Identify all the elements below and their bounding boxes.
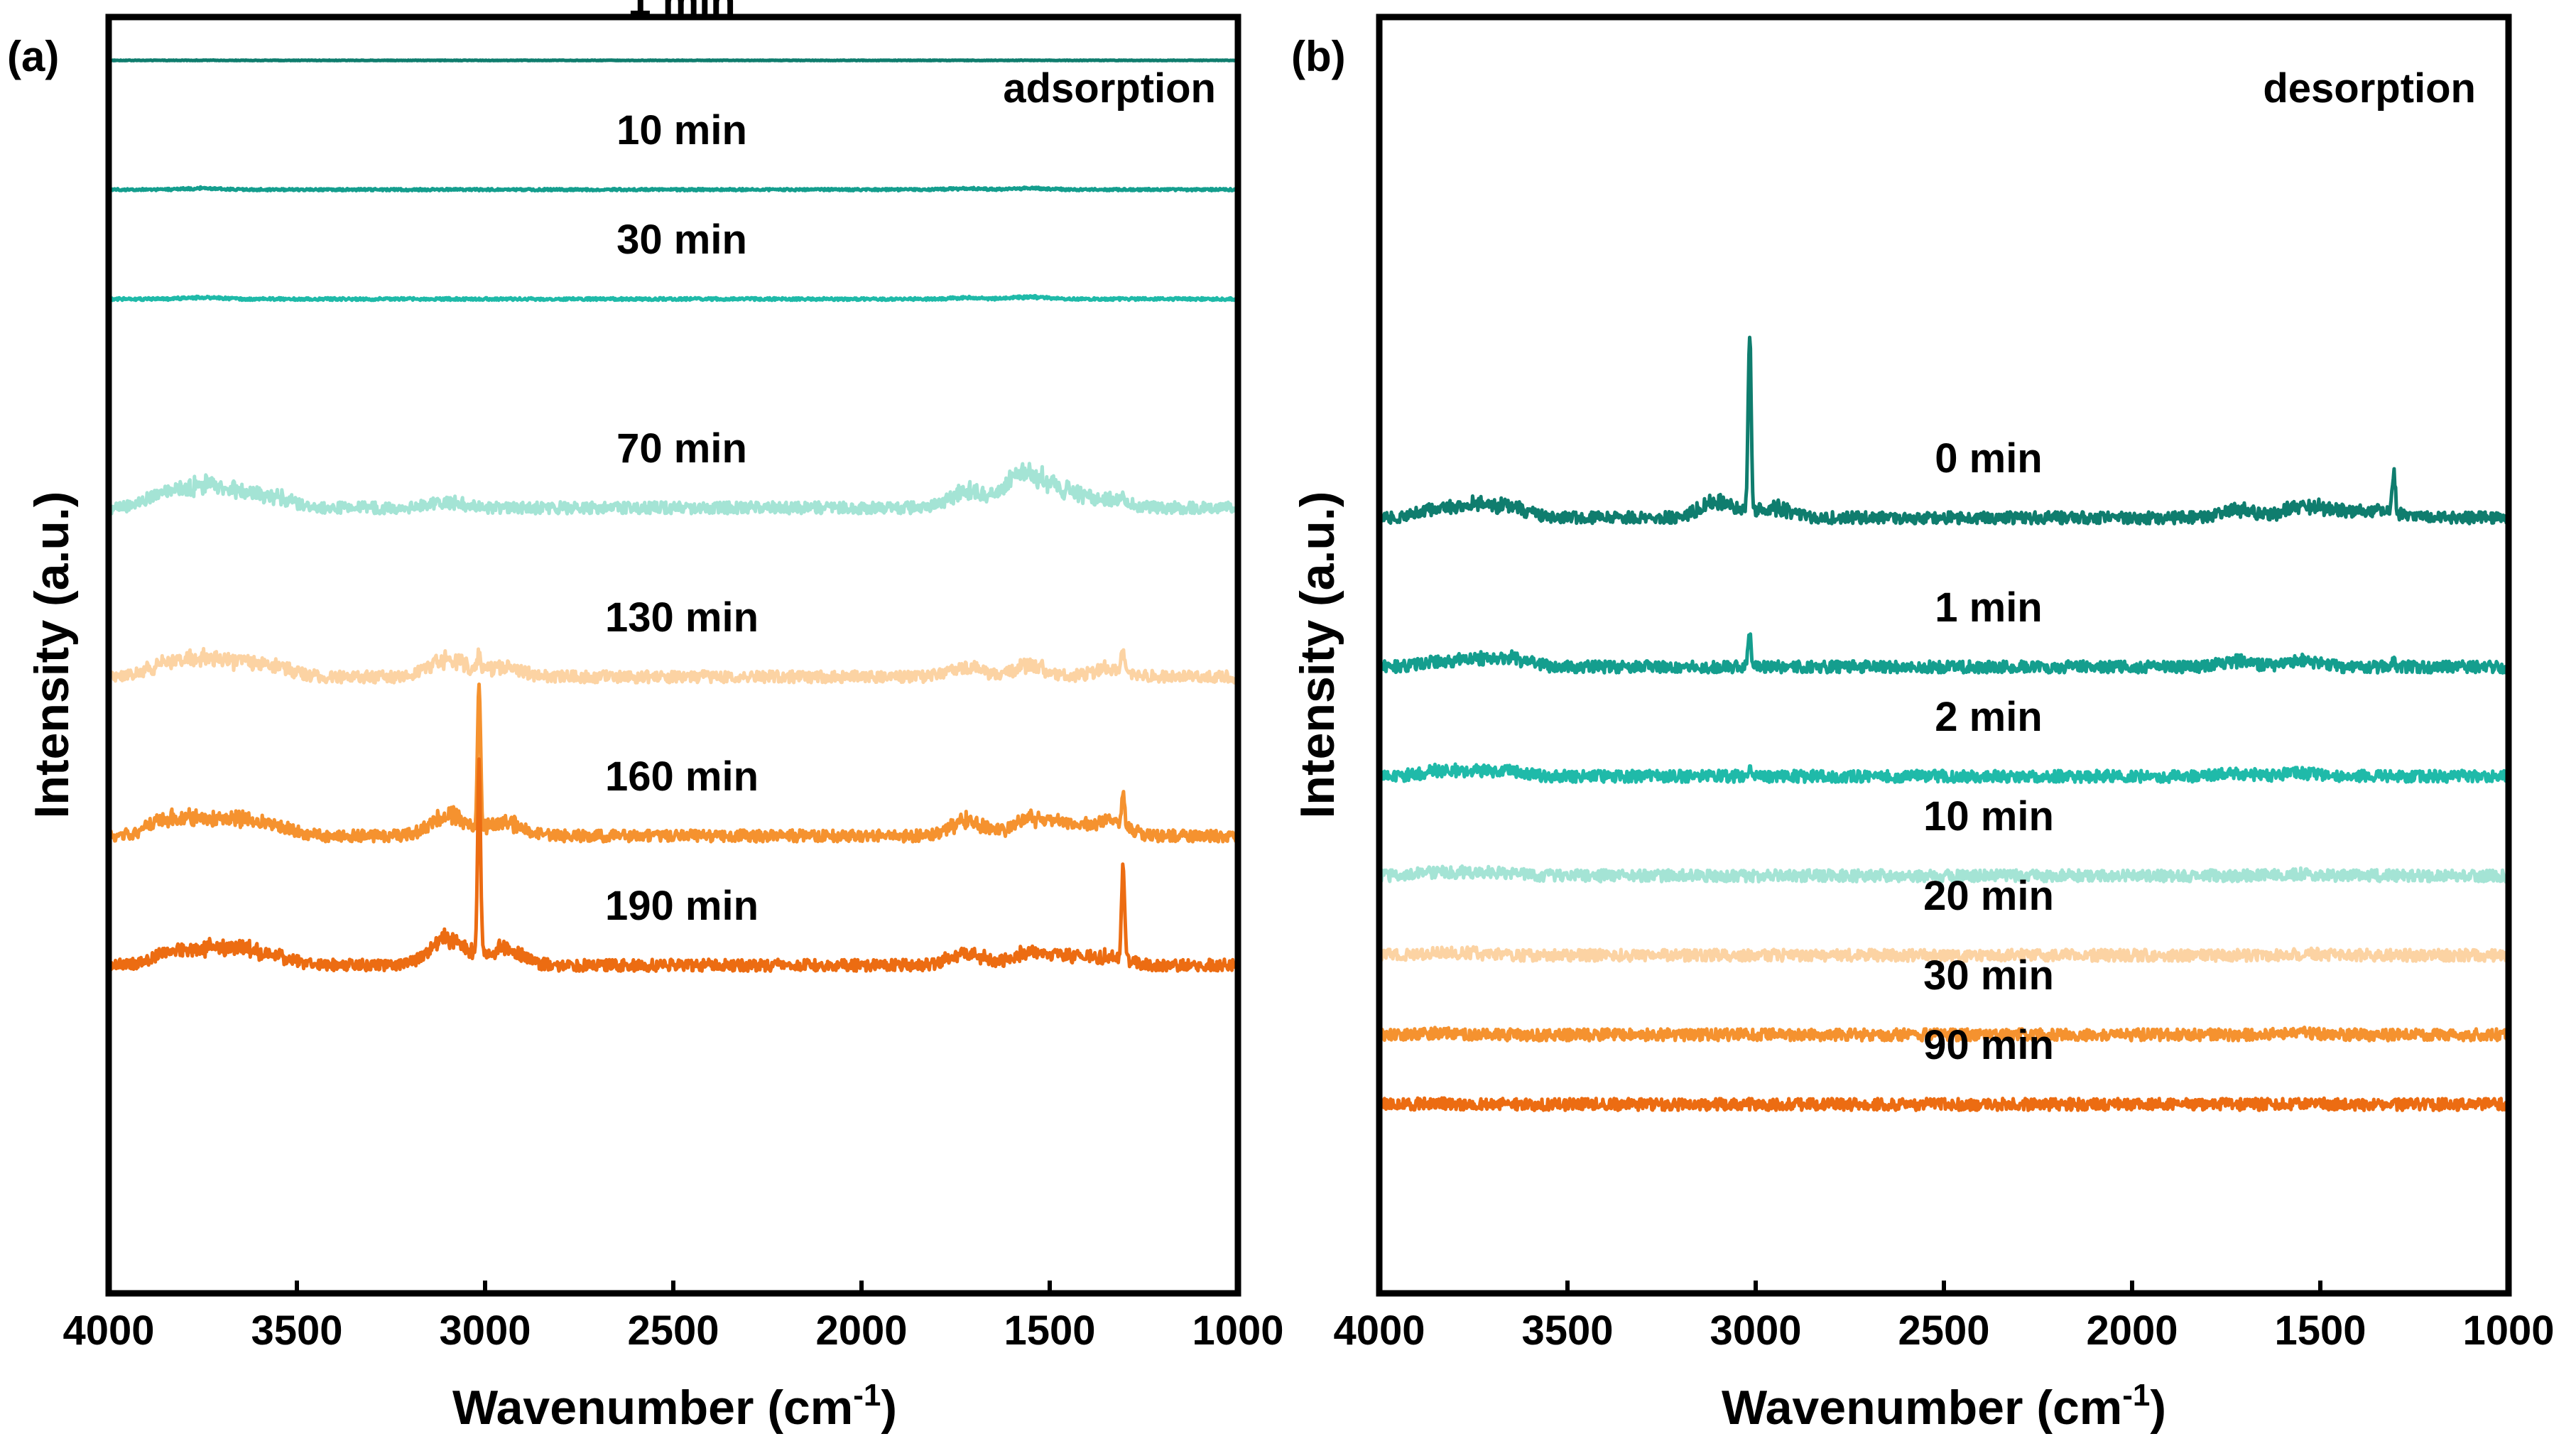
series-label-190-min: 190 min xyxy=(605,883,759,929)
y-axis-title-b: Intensity (a.u.) xyxy=(1290,491,1344,819)
series-label-90-min: 90 min xyxy=(1923,1022,2054,1068)
series-label-30-min: 30 min xyxy=(1923,952,2054,999)
series-line-30-min xyxy=(1377,1026,2511,1043)
x-axis-title-b-sup: -1 xyxy=(2122,1378,2150,1413)
series-label-20-min: 20 min xyxy=(1923,873,2054,919)
series-label-1-min: 1 min xyxy=(628,0,736,24)
adsorption-series xyxy=(107,58,1240,973)
x-tick-label-b-3000: 3000 xyxy=(1710,1308,1801,1354)
series-line-130-min xyxy=(107,646,1239,685)
x-axis-title-a-text: Wavenumber (cm xyxy=(452,1381,853,1435)
series-line-1-min xyxy=(107,58,1239,63)
x-tick-label-b-2000: 2000 xyxy=(2086,1308,2178,1354)
x-tick-label-b-3500: 3500 xyxy=(1521,1308,1613,1354)
y-axis-title-a: Intensity (a.u.) xyxy=(25,491,79,819)
x-axis-title-a-close: ) xyxy=(881,1381,897,1435)
series-line-10-min xyxy=(1378,864,2511,884)
series-line-70-min xyxy=(107,462,1240,516)
series-line-160-min xyxy=(107,683,1240,844)
x-tick-label-a-1500: 1500 xyxy=(1004,1308,1095,1354)
series-line-20-min xyxy=(1377,945,2510,963)
series-label-10-min: 10 min xyxy=(616,107,747,153)
x-tick-label-a-4000: 4000 xyxy=(63,1308,154,1354)
series-label-70-min: 70 min xyxy=(616,425,747,472)
x-tick-label-a-2500: 2500 xyxy=(627,1308,719,1354)
desorption-time-labels: 0 min 1 min 2 min 10 min 20 min 30 min 90 min xyxy=(1923,435,2054,1068)
series-line-10-min xyxy=(107,185,1240,192)
series-line-1-min xyxy=(1377,632,2510,675)
series-label-0-min: 0 min xyxy=(1935,435,2043,482)
x-axis-title-a-sup: -1 xyxy=(853,1378,881,1413)
x-tick-label-a-1000: 1000 xyxy=(1192,1308,1283,1354)
panel-adsorption: 1 min 10 min 30 min 70 min 130 min 160 min 190… xyxy=(7,0,1284,1435)
mode-label-desorption: desorption xyxy=(2263,65,2476,112)
x-axis-title-b: Wavenumber (cm-1) xyxy=(1722,1378,2166,1435)
x-tick-label-b-1000: 1000 xyxy=(2462,1308,2554,1354)
x-tick-label-b-1500: 1500 xyxy=(2274,1308,2366,1354)
series-label-2-min: 2 min xyxy=(1935,694,2043,740)
series-line-30-min xyxy=(107,293,1239,303)
x-ticks-b: 4000 3500 3000 2500 2000 1500 1000 xyxy=(1333,1281,2555,1354)
x-tick-label-b-4000: 4000 xyxy=(1333,1308,1425,1354)
series-line-190-min xyxy=(107,757,1240,973)
series-label-30-min: 30 min xyxy=(616,217,747,263)
x-axis-title-a: Wavenumber (cm-1) xyxy=(452,1378,897,1435)
x-ticks-a: 4000 3500 3000 2500 2000 1500 1000 xyxy=(63,1281,1284,1354)
panel-label-b: (b) xyxy=(1291,33,1346,80)
series-label-10-min: 10 min xyxy=(1923,793,2054,839)
series-label-160-min: 160 min xyxy=(605,754,759,800)
x-tick-label-a-2000: 2000 xyxy=(815,1308,907,1354)
desorption-series xyxy=(1377,335,2511,1112)
panel-label-a: (a) xyxy=(7,33,59,80)
series-line-0-min xyxy=(1377,335,2511,526)
x-tick-label-a-3500: 3500 xyxy=(251,1308,342,1354)
adsorption-time-labels: 1 min 10 min 30 min 70 min 130 min 160 min 190… xyxy=(605,0,759,929)
series-line-90-min xyxy=(1377,1096,2511,1112)
series-label-1-min: 1 min xyxy=(1935,585,2043,631)
x-axis-title-b-text: Wavenumber (cm xyxy=(1722,1381,2122,1435)
series-line-2-min xyxy=(1377,762,2511,784)
x-tick-label-a-3000: 3000 xyxy=(439,1308,531,1354)
x-tick-label-b-2500: 2500 xyxy=(1898,1308,1989,1354)
series-label-130-min: 130 min xyxy=(605,594,759,641)
x-axis-title-b-close: ) xyxy=(2150,1381,2166,1435)
plot-frame-a xyxy=(105,13,1241,1297)
mode-label-adsorption: adsorption xyxy=(1003,65,1216,112)
